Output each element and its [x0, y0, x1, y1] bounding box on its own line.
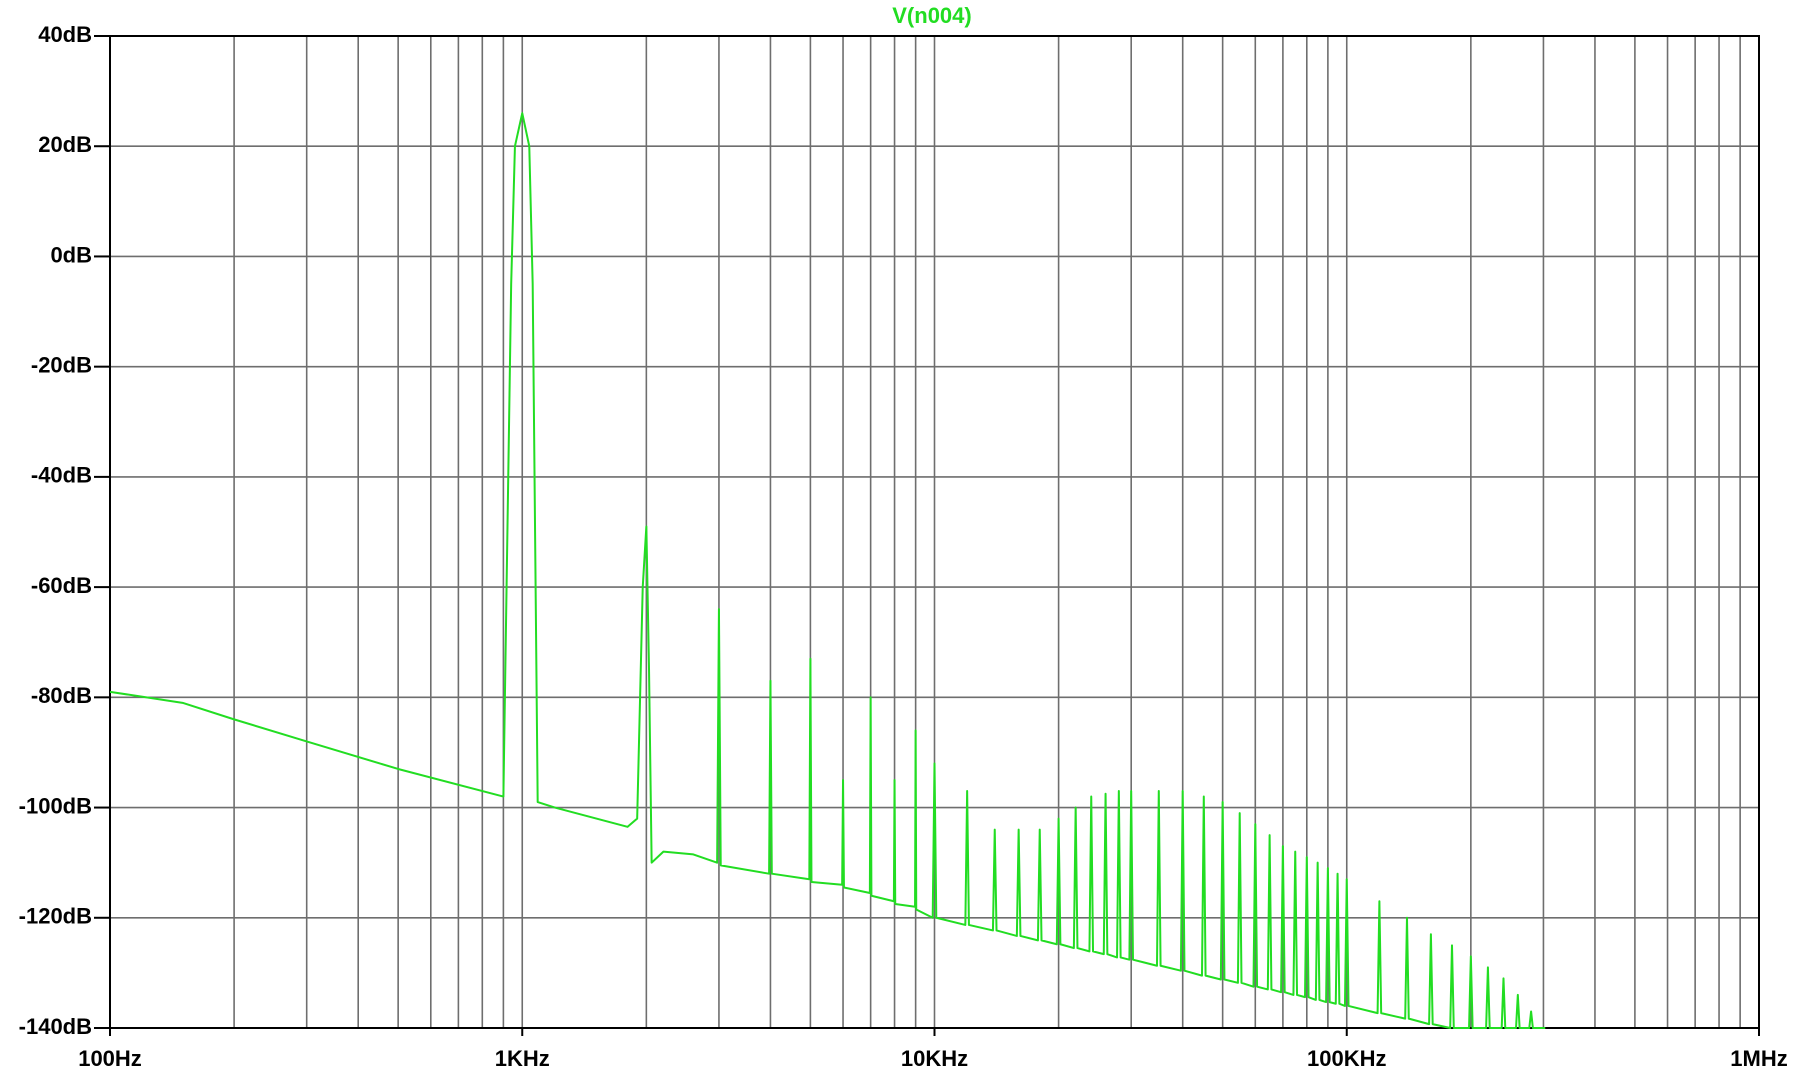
y-tick-label: -120dB	[19, 904, 92, 929]
y-tick-label: -140dB	[19, 1014, 92, 1039]
y-tick-label: -20dB	[31, 352, 92, 377]
plot-frame	[109, 35, 1760, 1029]
x-tick-label: 10KHz	[901, 1046, 968, 1071]
y-tick-label: -60dB	[31, 573, 92, 598]
x-tick-label: 1KHz	[495, 1046, 550, 1071]
plot-area	[110, 112, 1546, 1029]
y-tick-label: -80dB	[31, 683, 92, 708]
y-tick-label: -100dB	[19, 793, 92, 818]
y-tick-label: 40dB	[38, 22, 92, 47]
y-tick-label: 0dB	[50, 242, 92, 267]
x-tick-label: 100Hz	[78, 1046, 142, 1071]
y-tick-label: -40dB	[31, 463, 92, 488]
x-tick-label: 1MHz	[1730, 1046, 1787, 1071]
chart-title: V(n004)	[892, 3, 971, 28]
trace	[110, 112, 1546, 1029]
y-tick-label: 20dB	[38, 132, 92, 157]
x-tick-label: 100KHz	[1307, 1046, 1386, 1071]
